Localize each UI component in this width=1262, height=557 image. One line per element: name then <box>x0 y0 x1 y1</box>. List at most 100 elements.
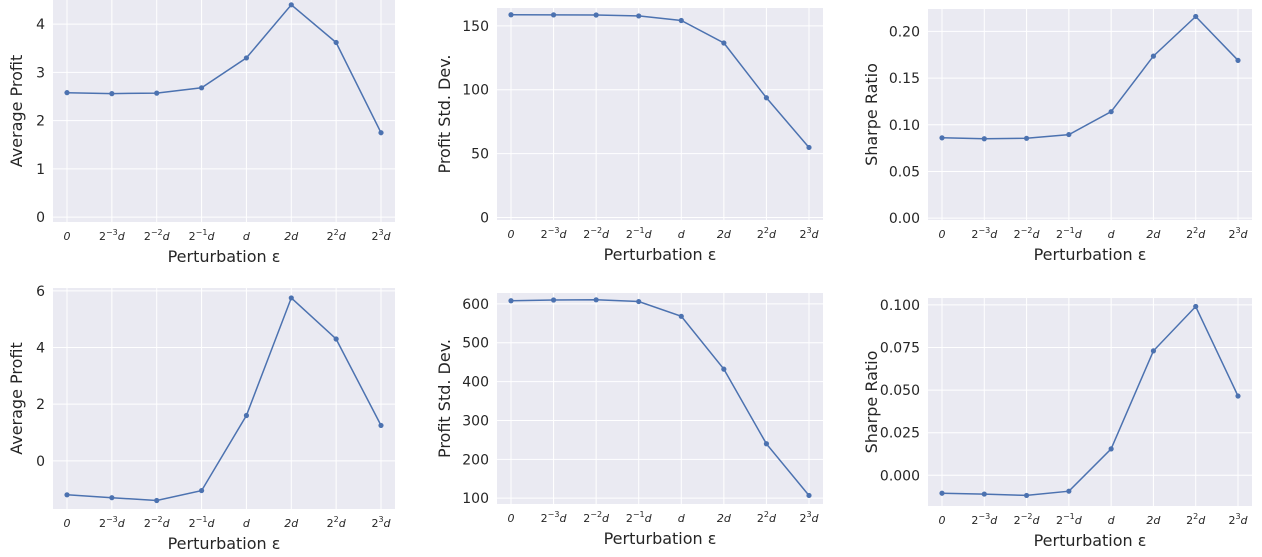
y-axis-label: Sharpe Ratio <box>862 63 881 166</box>
data-point <box>763 441 770 447</box>
data-point <box>243 55 250 61</box>
y-tick-label: 2 <box>36 397 45 413</box>
y-tick-label: 0 <box>36 454 45 470</box>
y-tick-label: 300 <box>462 413 489 429</box>
data-point <box>636 298 642 305</box>
x-tick-label: 2d <box>284 517 299 530</box>
plot-area <box>497 293 823 504</box>
x-axis-label: Perturbation ε <box>604 245 717 264</box>
data-point <box>64 90 70 96</box>
x-tick-label: 2−3d <box>99 228 126 243</box>
y-tick-label: 0.00 <box>889 211 920 227</box>
x-tick-label: 22d <box>757 226 777 241</box>
data-point <box>721 40 727 46</box>
x-tick-label: 2d <box>717 228 732 241</box>
y-tick-label: 100 <box>462 83 489 99</box>
x-tick-label: d <box>678 228 686 241</box>
y-tick-label: 150 <box>462 19 489 35</box>
data-point <box>109 91 115 97</box>
x-tick-label: 2−2d <box>1014 226 1041 241</box>
y-tick-label: 6 <box>36 284 45 300</box>
x-tick-label: 22d <box>1186 512 1206 527</box>
y-tick-label: 50 <box>471 147 489 163</box>
data-point <box>806 144 812 151</box>
data-point <box>550 297 557 303</box>
data-point <box>721 366 727 372</box>
x-tick-label: 2−2d <box>583 226 610 241</box>
data-point <box>939 490 945 496</box>
data-point <box>1023 492 1030 499</box>
data-point <box>64 492 70 498</box>
series-line <box>66 3 382 134</box>
x-tick-label: 2−1d <box>626 226 653 241</box>
x-tick-label: 2−3d <box>971 226 998 241</box>
data-point <box>288 2 294 8</box>
data-point <box>288 295 294 301</box>
plot-area <box>53 288 395 509</box>
data-point <box>333 336 339 342</box>
plot-area <box>53 0 395 222</box>
y-tick-label: 4 <box>36 341 45 357</box>
subplot-6: 0.000 0.025 0.050 0.075 0.100 0 2−3d 2−2d 2−1d d 2… <box>862 298 1252 550</box>
x-tick-label: 23d <box>371 515 391 530</box>
y-axis-label: Sharpe Ratio <box>862 351 881 454</box>
x-tick-label: 23d <box>1228 512 1248 527</box>
data-point <box>1066 488 1072 494</box>
data-point <box>154 497 160 504</box>
y-tick-label: 400 <box>462 375 489 391</box>
data-point <box>378 130 384 136</box>
data-point <box>508 12 514 18</box>
y-tick-label: 0.050 <box>880 383 920 399</box>
y-axis-label: Average Profit <box>7 55 26 168</box>
x-tick-label: 2−1d <box>626 510 653 525</box>
x-tick-label: d <box>678 512 686 525</box>
data-point <box>109 495 115 501</box>
x-tick-label: 2−1d <box>1056 512 1083 527</box>
x-axis-label: Perturbation ε <box>1034 245 1147 264</box>
data-point <box>1150 53 1157 59</box>
data-point <box>981 491 987 497</box>
x-tick-label: 2d <box>1146 228 1161 241</box>
data-point <box>678 17 684 24</box>
x-axis-label: Perturbation ε <box>604 529 717 548</box>
x-tick-label: 2−2d <box>144 228 171 243</box>
x-tick-label: 2−1d <box>1056 226 1083 241</box>
y-tick-label: 0.000 <box>880 468 920 484</box>
x-tick-label: 2−3d <box>541 226 568 241</box>
x-tick-label: 2−1d <box>189 515 216 530</box>
series-line <box>941 15 1239 140</box>
x-axis-label: Perturbation ε <box>1034 531 1147 550</box>
x-tick-label: 23d <box>1228 226 1248 241</box>
data-point <box>678 313 684 319</box>
y-tick-label: 0.20 <box>889 24 920 40</box>
x-tick-label: 0 <box>64 230 71 243</box>
y-tick-label: 3 <box>36 65 45 81</box>
data-point <box>1150 348 1157 354</box>
x-tick-label: 2d <box>284 230 299 243</box>
x-tick-label: 2−1d <box>189 228 216 243</box>
data-point <box>1193 13 1199 20</box>
x-tick-label: 22d <box>757 510 777 525</box>
x-tick-label: 0 <box>939 514 946 527</box>
data-point <box>636 13 642 19</box>
x-tick-label: 2d <box>717 512 732 525</box>
y-tick-label: 0.05 <box>889 164 920 180</box>
y-axis-label: Profit Std. Dev. <box>435 54 454 173</box>
data-point <box>1108 446 1114 452</box>
data-point <box>1235 393 1241 399</box>
subplot-4: 0 2 4 6 0 2−3d 2−2d 2−1d d 2d 22d 23d Perturbation ε… <box>7 284 395 553</box>
data-point <box>1108 109 1114 115</box>
series-line <box>510 299 810 496</box>
y-tick-label: 200 <box>462 452 489 468</box>
subplot-2: 0 50 100 150 0 2−3d 2−2d 2−1d d 2d 22d 23d Perturbat… <box>435 8 823 264</box>
x-tick-label: d <box>1108 514 1116 527</box>
data-point <box>1193 303 1199 310</box>
data-point <box>1023 135 1030 141</box>
x-tick-label: 2−2d <box>144 515 171 530</box>
y-tick-label: 0.025 <box>880 426 920 442</box>
plot-area <box>497 8 823 220</box>
data-point <box>508 298 514 304</box>
data-point <box>806 492 812 499</box>
plot-area <box>928 9 1252 220</box>
x-tick-label: d <box>243 517 251 530</box>
